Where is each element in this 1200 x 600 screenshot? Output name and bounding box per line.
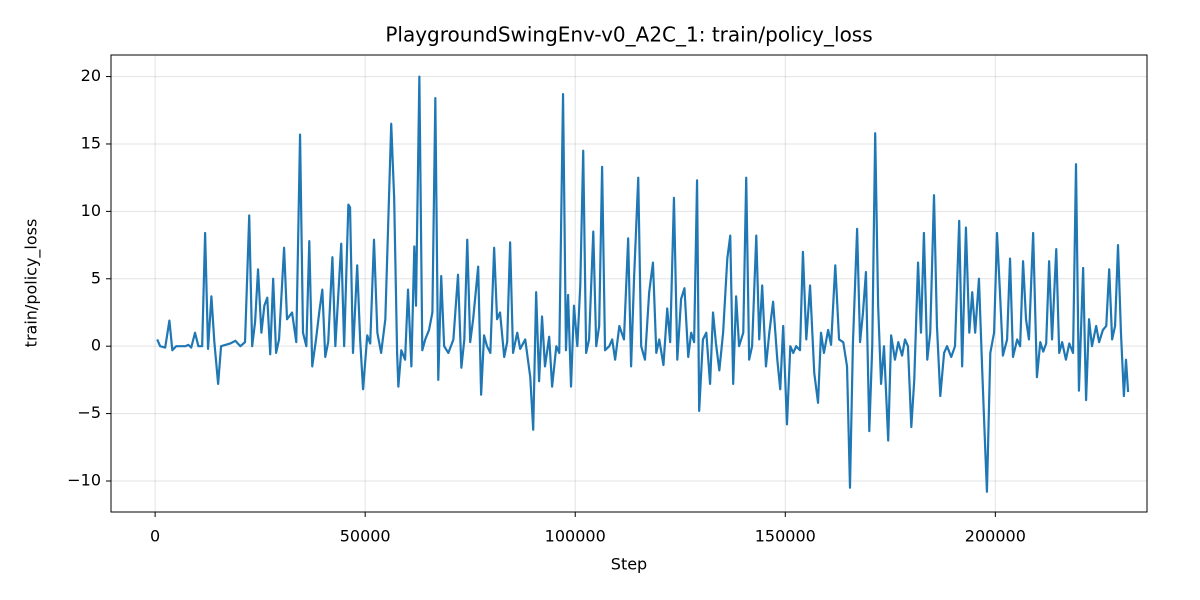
y-tick-label: −5 (77, 403, 101, 422)
chart-title: PlaygroundSwingEnv-v0_A2C_1: train/polic… (385, 23, 872, 47)
x-tick-label: 150000 (755, 527, 816, 546)
y-tick-label: −10 (67, 470, 101, 489)
y-tick-label: 5 (91, 268, 101, 287)
x-tick-label: 0 (150, 527, 160, 546)
y-axis-label: train/policy_loss (22, 219, 42, 348)
plot-frame (110, 54, 1148, 513)
x-tick-label: 50000 (340, 527, 391, 546)
y-tick-label: 15 (81, 133, 101, 152)
y-tick-label: 10 (81, 201, 101, 220)
data-line (156, 75, 1130, 493)
x-axis-label: Step (611, 555, 647, 574)
y-tick-label: 20 (81, 66, 101, 85)
x-tick-label: 200000 (965, 527, 1026, 546)
x-tick-label: 100000 (545, 527, 606, 546)
y-tick-label: 0 (91, 336, 101, 355)
